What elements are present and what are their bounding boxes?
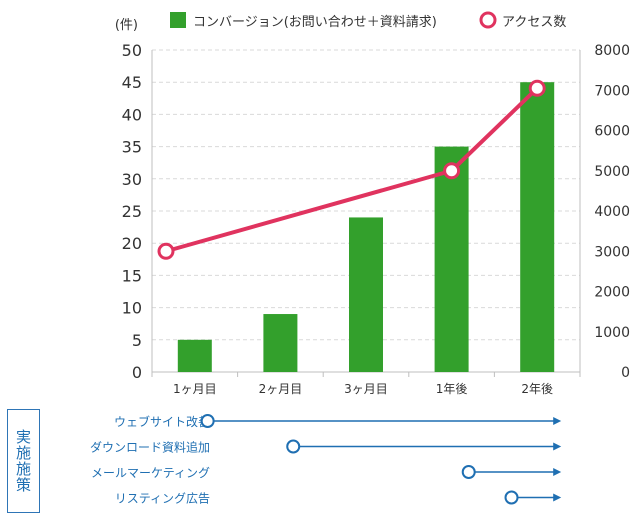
- measure-arrowhead: [553, 442, 562, 451]
- conversion-bar: [349, 217, 383, 372]
- x-category-label: 3ヶ月目: [344, 382, 388, 396]
- measures-label: 実施施策: [14, 429, 32, 493]
- y-axis-unit-label: (件): [115, 18, 138, 33]
- measure-label: リスティング広告: [115, 492, 210, 506]
- x-category-label: 1ヶ月目: [173, 382, 217, 396]
- measure-arrowhead: [553, 417, 562, 425]
- measure-start-marker: [286, 439, 301, 454]
- y2-tick-label: 6000: [594, 124, 630, 140]
- y-tick-label: 35: [122, 138, 142, 157]
- conversion-bar: [177, 339, 212, 372]
- y2-tick-label: 1000: [594, 325, 630, 341]
- y2-tick-label: 7000: [594, 83, 630, 99]
- y-tick-label: 10: [122, 299, 142, 318]
- measure-arrowhead: [553, 493, 562, 502]
- y-tick-label: 25: [122, 202, 142, 221]
- x-category-label: 2年後: [521, 382, 553, 396]
- y2-tick-label: 5000: [594, 164, 630, 180]
- y-tick-label: 40: [122, 105, 142, 124]
- legend-label-conversion: コンバージョン(お問い合わせ＋資料請求): [193, 15, 437, 30]
- conversion-bar: [434, 146, 469, 372]
- access-point: [443, 162, 461, 180]
- y2-tick-label: 2000: [594, 285, 630, 301]
- measure-start-marker: [461, 465, 476, 479]
- measures-label-box: 実施施策: [7, 409, 40, 513]
- y-tick-label: 30: [122, 170, 142, 189]
- y2-tick-label: 8000: [594, 43, 630, 59]
- x-category-label: 2ヶ月目: [259, 382, 303, 396]
- legend-marker-access: [479, 11, 497, 29]
- measure-label: メールマーケティング: [91, 466, 210, 480]
- measure-start-marker: [200, 414, 215, 428]
- y-tick-label: 0: [132, 363, 142, 382]
- y-tick-label: 15: [122, 266, 142, 285]
- y-tick-label: 50: [122, 41, 142, 60]
- measure-start-marker: [504, 490, 519, 505]
- conversion-bar: [263, 314, 298, 372]
- x-category-label: 1年後: [436, 382, 468, 396]
- y2-tick-label: 0: [621, 365, 630, 381]
- access-point: [157, 242, 175, 260]
- y2-tick-label: 3000: [594, 244, 630, 260]
- legend-label-access: アクセス数: [502, 15, 566, 30]
- conversion-bar: [520, 82, 555, 372]
- measure-label: ダウンロード資料追加: [90, 440, 210, 455]
- y-tick-label: 5: [132, 331, 142, 350]
- y-tick-label: 20: [122, 234, 142, 253]
- legend-swatch-conversion: [170, 12, 186, 28]
- measure-arrowhead: [553, 468, 562, 476]
- y-tick-label: 45: [122, 73, 142, 92]
- measure-label: ウェブサイト改善: [114, 414, 210, 429]
- y2-tick-label: 4000: [594, 204, 630, 220]
- access-point: [528, 79, 546, 97]
